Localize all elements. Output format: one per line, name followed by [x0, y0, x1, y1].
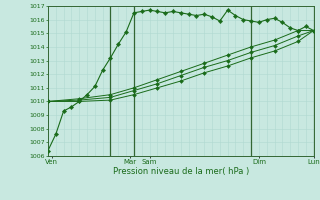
X-axis label: Pression niveau de la mer( hPa ): Pression niveau de la mer( hPa ): [113, 167, 249, 176]
